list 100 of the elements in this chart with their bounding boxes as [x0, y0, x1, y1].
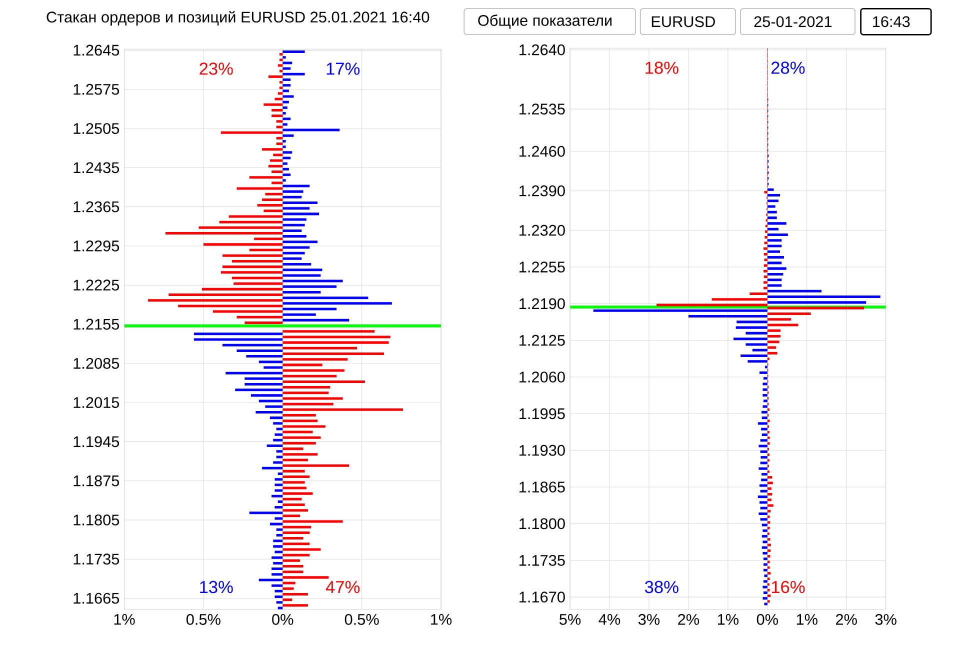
bar: [282, 374, 336, 378]
bar: [276, 136, 283, 140]
bar: [236, 187, 283, 190]
bar: [767, 504, 774, 507]
y-tick-label: 1.2535: [520, 103, 565, 114]
bar: [763, 580, 768, 582]
annotation: 17%: [326, 62, 360, 75]
y-tick-label: 1.2320: [520, 224, 565, 236]
bar: [767, 487, 772, 490]
bar: [282, 430, 313, 434]
bar: [282, 173, 291, 176]
bar: [760, 461, 768, 464]
bar: [282, 212, 320, 215]
bar: [767, 228, 778, 230]
bar: [282, 424, 326, 428]
x-tick-label: 2%: [678, 614, 700, 625]
bar: [274, 595, 283, 598]
y-tick-label: 1.1670: [520, 591, 565, 602]
bar: [278, 500, 283, 503]
bar: [282, 240, 318, 243]
y-tick-label: 1.1930: [520, 444, 565, 456]
bar: [282, 402, 334, 406]
bar: [270, 522, 283, 526]
bar: [249, 248, 283, 252]
bar: [282, 318, 350, 322]
bar: [764, 574, 768, 577]
bar: [767, 346, 776, 349]
y-tick-label: 1.2125: [520, 334, 565, 346]
bar: [282, 145, 286, 148]
bar: [274, 590, 283, 592]
y-tick-label: 1.1800: [520, 518, 565, 529]
y-tick-label: 1.2435: [74, 162, 120, 173]
y-tick-label: 1.1865: [520, 481, 565, 492]
bar: [767, 205, 776, 208]
bar: [194, 332, 283, 335]
bar: [767, 238, 782, 242]
bar: [767, 188, 774, 191]
bar: [767, 492, 772, 496]
bar: [763, 270, 768, 272]
y-tick-label: 1.1805: [74, 514, 120, 526]
bar: [282, 72, 305, 76]
bar: [762, 540, 768, 543]
bar: [760, 506, 768, 510]
bar: [282, 386, 330, 388]
bar: [279, 58, 283, 61]
bar: [762, 586, 768, 588]
bar: [767, 498, 772, 501]
bar: [282, 531, 310, 534]
bar: [282, 498, 302, 500]
bar: [767, 476, 772, 478]
bar: [194, 338, 283, 341]
bar: [262, 198, 283, 201]
bar: [762, 433, 768, 436]
bar: [265, 192, 283, 196]
bar: [264, 103, 283, 106]
bar: [282, 106, 288, 109]
bar: [767, 284, 782, 287]
bar: [282, 363, 322, 366]
bar: [256, 410, 283, 414]
bar: [273, 422, 283, 424]
bar: [764, 602, 768, 606]
bar: [254, 237, 283, 240]
bar: [282, 554, 310, 556]
y-tick-label: 1.2645: [74, 44, 120, 56]
bar: [165, 232, 283, 234]
bar: [282, 122, 288, 126]
bar: [282, 514, 300, 517]
bar: [282, 391, 329, 394]
bar: [270, 416, 283, 419]
bar: [688, 314, 768, 318]
bar: [249, 176, 283, 178]
bar: [250, 394, 283, 396]
bar: [764, 252, 768, 256]
bar: [279, 80, 283, 84]
bar: [767, 549, 771, 552]
bar: [273, 461, 283, 464]
bar: [246, 354, 283, 358]
bar: [264, 209, 283, 212]
bar: [763, 280, 768, 284]
bar: [258, 360, 283, 363]
bar: [762, 405, 768, 408]
bar: [282, 117, 291, 120]
y-tick-label: 1.1735: [520, 554, 565, 566]
bar: [274, 506, 283, 508]
bar: [763, 568, 768, 572]
bar: [750, 292, 768, 295]
bar: [279, 70, 283, 72]
bar: [767, 600, 770, 602]
bar: [761, 478, 768, 481]
bar: [235, 388, 283, 391]
bar: [764, 241, 768, 244]
bar: [282, 358, 348, 360]
bar: [282, 262, 312, 266]
bar: [767, 481, 773, 484]
bar: [593, 309, 768, 312]
bar: [282, 128, 340, 132]
bar: [282, 598, 292, 601]
bar: [767, 352, 778, 354]
bar: [274, 550, 283, 554]
annotation: 23%: [200, 62, 233, 75]
